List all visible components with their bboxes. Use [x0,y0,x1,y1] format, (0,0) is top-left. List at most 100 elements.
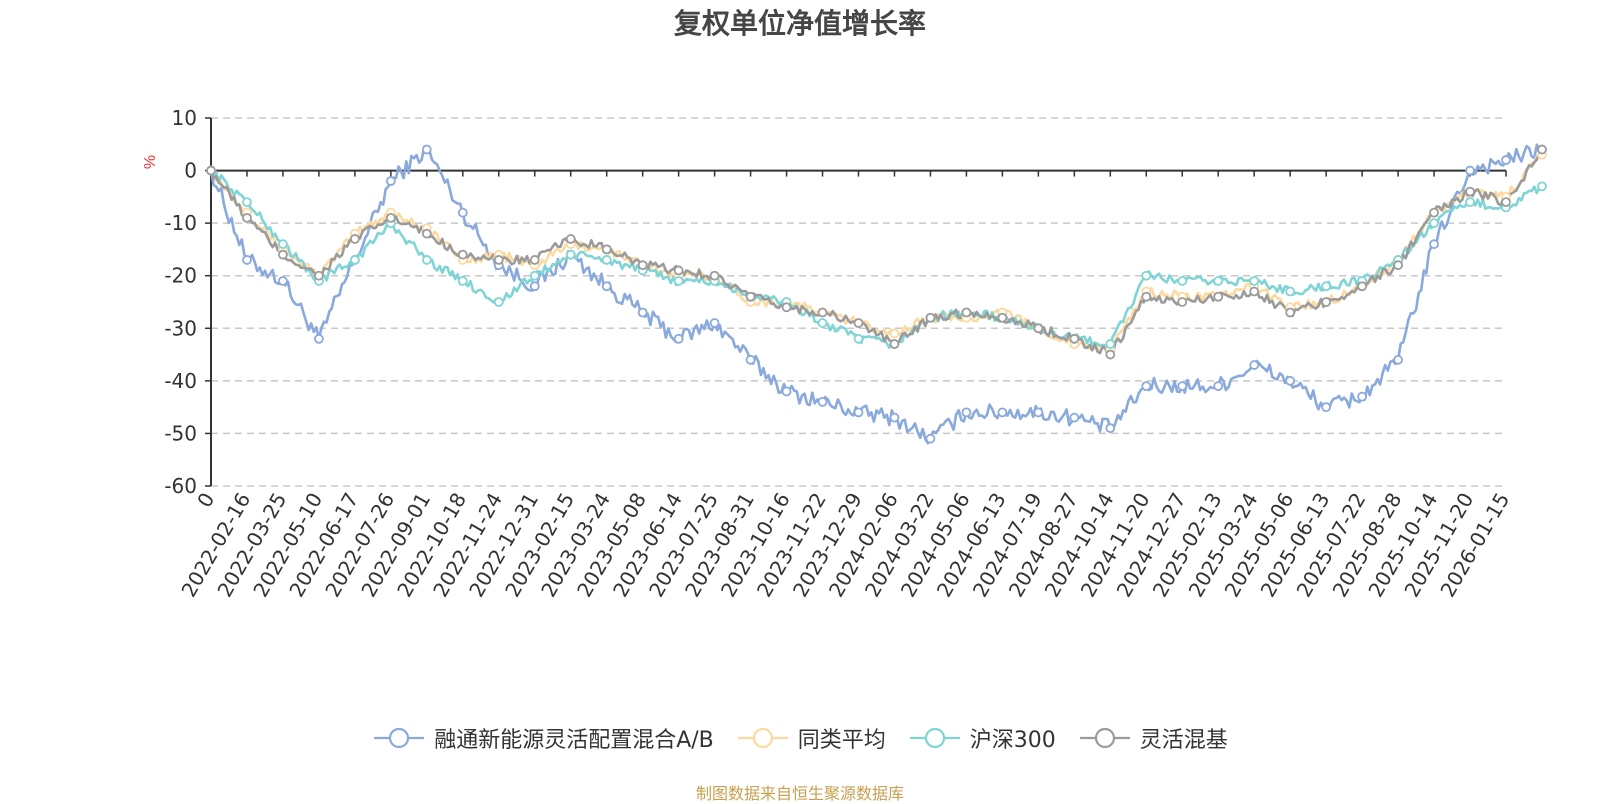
data-point [1249,276,1260,286]
data-point [1177,297,1188,307]
data-point [637,307,648,318]
data-point [673,333,684,344]
data-point [889,339,900,349]
data-point [457,207,468,218]
legend-label: 同类平均 [797,728,886,753]
data-point [1501,197,1511,208]
data-point [314,333,324,344]
data-point [421,255,432,265]
data-point [242,255,252,265]
data-point [1249,360,1260,370]
data-point [853,407,864,418]
data-point [314,270,324,281]
legend-label: 灵活混基 [1139,728,1228,753]
data-point [1321,402,1332,413]
data-point [997,312,1008,323]
data-point [529,281,540,292]
data-point [961,407,972,418]
data-point [349,255,360,265]
data-point [1393,354,1403,365]
data-point [817,396,828,407]
y-axis-label: % [142,155,159,169]
data-point [1393,260,1403,271]
data-point [1285,307,1296,318]
data-point [889,328,900,339]
data-point [997,407,1008,418]
data-point [1105,349,1116,360]
legend-label: 融通新能源灵活配置混合A/B [434,728,714,753]
data-point [1501,155,1511,165]
data-point [1537,181,1547,192]
data-point [673,276,684,286]
data-point [601,281,612,292]
data-point [889,412,900,423]
data-point [1141,291,1152,302]
chart-legend: 融通新能源灵活配置混合A/B 同类平均 沪深300 灵活混基 [0,722,1600,754]
data-point [817,318,828,328]
legend-marker-icon [374,727,425,749]
legend-item[interactable]: 沪深300 [908,722,1056,754]
legend-marker-icon [1079,727,1130,749]
data-point [637,260,648,271]
data-point [961,307,972,318]
data-point [1321,281,1332,292]
legend-label: 沪深300 [969,728,1056,753]
data-point [1537,144,1547,155]
data-point [1213,381,1224,392]
y-axis: 10 0 -10 -20 -30 -40 -50 -60 [164,106,212,498]
data-point [493,297,504,307]
y-tick-label: -10 [164,211,197,235]
legend-item[interactable]: 同类平均 [736,722,886,754]
series-line-3 [209,148,1544,357]
data-point [925,433,936,444]
series-line-0 [209,143,1543,445]
data-point [529,270,540,281]
data-point [1321,297,1332,307]
data-point [1249,286,1260,297]
data-point [1465,165,1475,176]
data-point [565,249,576,260]
data-point [817,307,828,318]
data-point [206,165,216,176]
data-point [745,291,756,302]
data-point [1033,323,1044,334]
data-point [1213,291,1224,302]
y-tick-label: -40 [164,369,197,393]
data-point [385,212,396,223]
data-point [673,265,684,276]
y-tick-label: 10 [172,106,197,130]
data-point [1429,218,1439,229]
legend-item[interactable]: 融通新能源灵活配置混合A/B [372,722,714,754]
data-point [1069,333,1080,344]
data-point [1429,207,1439,218]
data-point [1105,339,1116,349]
data-point [1141,381,1152,392]
legend-item[interactable]: 灵活混基 [1078,722,1228,754]
data-point [421,144,432,155]
data-point [1069,412,1080,423]
legend-marker-icon [737,727,788,749]
data-point [565,234,576,244]
data-point [1357,281,1368,292]
y-tick-label: -50 [164,421,197,445]
data-point [529,255,540,265]
y-tick-label: -30 [164,316,197,340]
data-point [349,234,360,244]
y-tick-label: -60 [164,474,197,498]
data-point [493,255,504,265]
data-point [925,312,936,323]
data-source-note: 制图数据来自恒生聚源数据库 [695,784,904,803]
data-point [1465,197,1475,208]
data-point [278,276,288,286]
data-point [1357,391,1368,402]
data-point [1429,239,1439,250]
data-point [278,239,288,250]
data-point [1465,186,1475,197]
data-point [601,244,612,255]
data-point [853,318,864,328]
data-point [1285,286,1296,297]
series-lines [209,143,1544,445]
data-point [601,255,612,265]
data-point [278,249,288,260]
data-point [1177,381,1188,392]
